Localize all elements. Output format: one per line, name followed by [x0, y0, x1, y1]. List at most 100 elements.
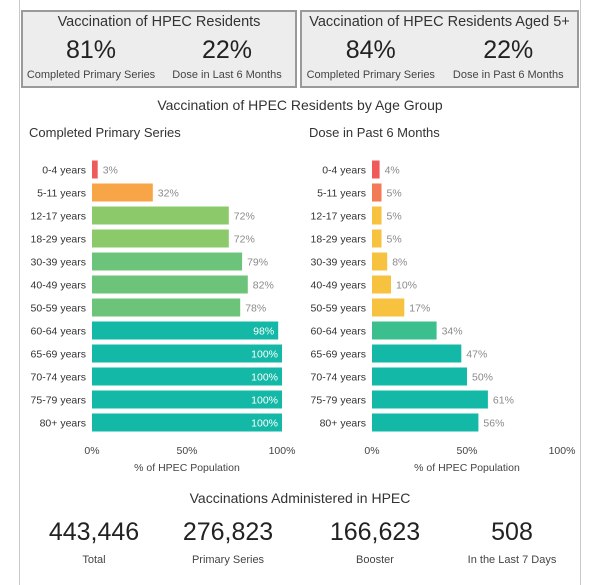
kpi-label: Dose in Past 6 Months — [452, 69, 564, 81]
bar[interactable] — [372, 160, 380, 179]
x-tick-label: 100% — [269, 445, 296, 457]
bar[interactable] — [92, 298, 241, 317]
category-label: 40-49 years — [31, 280, 86, 292]
totals-section-title: Vaccinations Administered in HPEC — [189, 490, 411, 506]
bar[interactable] — [372, 390, 488, 409]
bar[interactable] — [372, 229, 382, 248]
data-label: 32% — [158, 188, 179, 200]
bar[interactable] — [372, 413, 479, 432]
bar[interactable] — [372, 367, 467, 386]
primary-series-value: 276,823 — [182, 518, 274, 546]
data-label: 82% — [253, 280, 274, 292]
bar[interactable] — [372, 321, 437, 340]
data-label: 78% — [245, 303, 266, 315]
category-label: 60-64 years — [31, 326, 86, 338]
data-label: 5% — [387, 188, 402, 200]
data-label: 34% — [442, 326, 463, 338]
bar[interactable] — [92, 367, 282, 386]
data-label: 5% — [387, 234, 402, 246]
bar[interactable] — [92, 183, 153, 202]
dashboard-frame — [19, 0, 581, 585]
bar[interactable] — [92, 344, 282, 363]
bar[interactable] — [372, 298, 405, 317]
x-tick-label: 50% — [456, 445, 477, 457]
kpi-label: Completed Primary Series — [306, 69, 435, 81]
bar[interactable] — [92, 229, 229, 248]
data-label: 72% — [234, 211, 255, 223]
kpi-label: Dose in Last 6 Months — [172, 69, 282, 81]
bar-chart-primary-series: 0-4 years 3% 5-11 years 32% 12-17 years 72% 18… — [31, 160, 296, 474]
category-label: 30-39 years — [311, 257, 366, 269]
category-label: 80+ years — [40, 418, 86, 430]
category-label: 5-11 years — [317, 188, 366, 200]
bar[interactable] — [92, 252, 243, 271]
data-label: 10% — [396, 280, 417, 292]
last-7-days-label: In the Last 7 Days — [467, 554, 557, 566]
category-label: 75-79 years — [31, 395, 86, 407]
category-label: 0-4 years — [322, 165, 366, 177]
bar[interactable] — [372, 206, 382, 225]
age-section-title: Vaccination of HPEC Residents by Age Gro… — [157, 97, 443, 113]
bar-chart-past-6-months: 0-4 years 4% 5-11 years 5% 12-17 years 5% 18-2… — [311, 160, 576, 474]
x-tick-label: 50% — [176, 445, 197, 457]
data-label: 5% — [387, 211, 402, 223]
data-label: 100% — [251, 418, 278, 430]
data-label: 3% — [103, 165, 118, 177]
kpi-value: 22% — [483, 36, 534, 64]
bar[interactable] — [92, 275, 248, 294]
kpi-value: 84% — [345, 36, 396, 64]
x-tick-label: 0% — [364, 445, 379, 457]
category-label: 12-17 years — [31, 211, 86, 223]
category-label: 65-69 years — [311, 349, 366, 361]
bar[interactable] — [372, 183, 382, 202]
bar[interactable] — [92, 160, 98, 179]
category-label: 0-4 years — [42, 165, 86, 177]
data-label: 98% — [253, 326, 274, 338]
data-label: 50% — [472, 372, 493, 384]
total-label: Total — [82, 554, 106, 566]
bar[interactable] — [92, 390, 282, 409]
bar[interactable] — [92, 413, 282, 432]
category-label: 80+ years — [320, 418, 366, 430]
category-label: 5-11 years — [37, 188, 86, 200]
booster-value: 166,623 — [329, 518, 421, 546]
data-label: 17% — [409, 303, 430, 315]
bar[interactable] — [92, 206, 229, 225]
category-label: 12-17 years — [311, 211, 366, 223]
category-label: 18-29 years — [311, 234, 366, 246]
data-label: 72% — [234, 234, 255, 246]
primary-series-label: Primary Series — [191, 554, 265, 566]
kpi-panel-all-residents: Vaccination of HPEC Residents 81% 22% Co… — [21, 10, 297, 88]
bar[interactable] — [372, 252, 388, 271]
category-label: 65-69 years — [31, 349, 86, 361]
chart-title-primary-series: Completed Primary Series — [29, 125, 181, 140]
data-label: 56% — [483, 418, 504, 430]
category-label: 70-74 years — [31, 372, 86, 384]
data-label: 61% — [493, 395, 514, 407]
category-label: 50-59 years — [31, 303, 86, 315]
data-label: 47% — [466, 349, 487, 361]
chart-title-past-6-months: Dose in Past 6 Months — [309, 125, 440, 140]
bar[interactable] — [372, 275, 391, 294]
x-tick-label: 100% — [549, 445, 576, 457]
data-label: 100% — [251, 349, 278, 361]
x-axis-label: % of HPEC Population — [414, 462, 520, 474]
category-label: 40-49 years — [311, 280, 366, 292]
data-label: 100% — [251, 372, 278, 384]
bar[interactable] — [92, 321, 279, 340]
category-label: 70-74 years — [311, 372, 366, 384]
category-label: 60-64 years — [311, 326, 366, 338]
kpi-panel-title: Vaccination of HPEC Residents — [57, 14, 261, 30]
data-label: 8% — [392, 257, 407, 269]
bar[interactable] — [372, 344, 462, 363]
category-label: 18-29 years — [31, 234, 86, 246]
x-tick-label: 0% — [84, 445, 99, 457]
last-7-days-value: 508 — [491, 518, 533, 546]
category-label: 50-59 years — [311, 303, 366, 315]
x-axis-label: % of HPEC Population — [134, 462, 240, 474]
category-label: 30-39 years — [31, 257, 86, 269]
kpi-label: Completed Primary Series — [26, 69, 156, 81]
kpi-value: 81% — [65, 36, 117, 64]
kpi-value: 22% — [201, 36, 253, 64]
data-label: 79% — [247, 257, 268, 269]
